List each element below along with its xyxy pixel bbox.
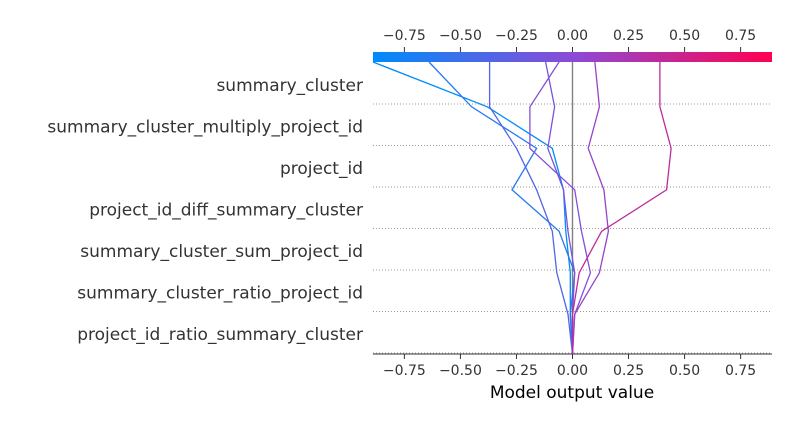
bottom-tick-label: 0.50: [669, 363, 700, 379]
bottom-tick-label: 0.75: [725, 363, 756, 379]
decision-line: [529, 61, 592, 355]
colorbar: [373, 52, 772, 62]
decision-line: [428, 61, 576, 355]
decision-line: [488, 62, 574, 355]
decision-line: [571, 61, 610, 355]
feature-label: summary_cluster_ratio_project_id: [77, 284, 363, 304]
bottom-tick-label: −0.50: [439, 363, 482, 379]
feature-label: summary_cluster_multiply_project_id: [47, 118, 363, 138]
decision-line: [571, 62, 672, 354]
feature-label: project_id_diff_summary_cluster: [89, 201, 363, 221]
decision-line: [544, 61, 576, 354]
bottom-tick-label: 0.00: [557, 363, 588, 379]
bottom-tick-label: 0.25: [613, 363, 644, 379]
top-tick-label: 0.75: [725, 28, 756, 44]
top-tick-label: −0.50: [439, 28, 482, 44]
feature-label: project_id: [280, 159, 363, 179]
top-tick-label: −0.75: [383, 28, 426, 44]
x-axis-label: Model output value: [490, 383, 654, 403]
top-tick-label: 0.50: [669, 28, 700, 44]
bottom-tick-label: −0.25: [495, 363, 538, 379]
feature-label: summary_cluster: [216, 76, 363, 96]
feature-label: summary_cluster_sum_project_id: [80, 242, 363, 262]
feature-label: project_id_ratio_summary_cluster: [77, 325, 363, 345]
bottom-tick-label: −0.75: [383, 363, 426, 379]
top-tick-label: 0.00: [557, 28, 588, 44]
top-tick-label: 0.25: [613, 28, 644, 44]
top-tick-label: −0.25: [495, 28, 538, 44]
decision-line: [372, 61, 574, 355]
